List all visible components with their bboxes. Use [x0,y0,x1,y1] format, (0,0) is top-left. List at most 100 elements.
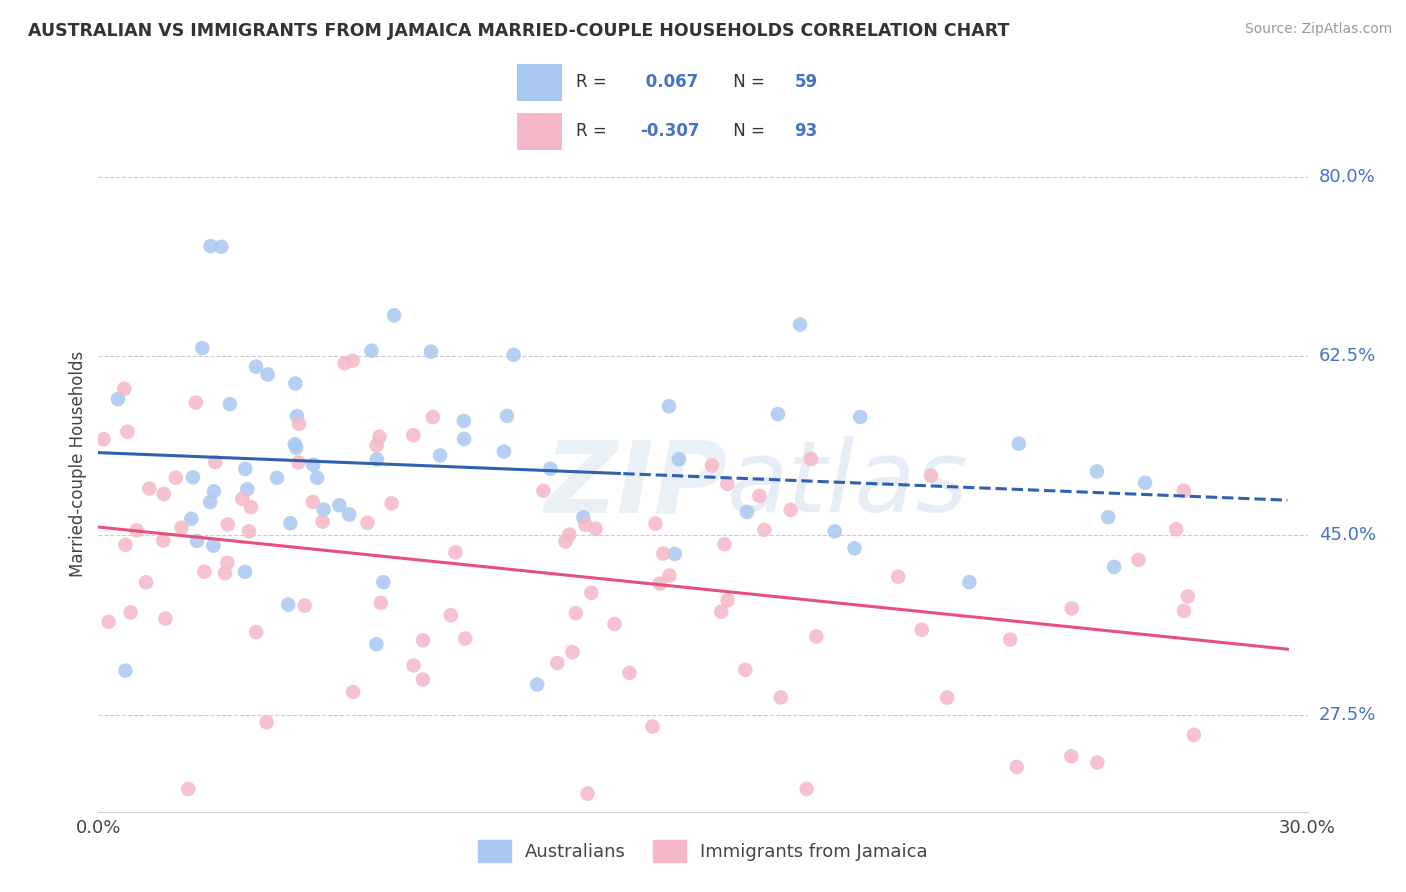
Point [233,462,256,476]
Point [558,527,581,541]
Point [402,658,425,673]
Point [412,673,434,687]
Point [333,356,356,370]
Point [502,348,524,362]
Point [766,407,789,421]
Point [644,516,666,531]
Point [342,685,364,699]
Point [366,438,388,452]
Point [184,395,207,409]
Point [218,397,240,411]
Point [356,516,378,530]
Point [1102,560,1125,574]
Point [269,836,291,850]
Point [373,575,395,590]
Point [135,575,157,590]
Point [1128,553,1150,567]
Point [198,495,221,509]
Point [266,471,288,485]
Point [920,468,942,483]
Point [170,521,193,535]
Point [1173,483,1195,498]
Point [240,500,263,515]
Point [585,522,607,536]
Point [581,586,603,600]
Text: 45.0%: 45.0% [1319,526,1376,544]
Point [337,508,360,522]
Text: 27.5%: 27.5% [1319,706,1376,723]
Point [217,517,239,532]
Point [193,565,215,579]
Text: -0.307: -0.307 [640,121,699,139]
Point [180,512,202,526]
Point [735,505,758,519]
Point [114,538,136,552]
Point [1097,510,1119,524]
Point [1060,601,1083,615]
Point [957,575,980,590]
Point [754,523,776,537]
Point [554,534,576,549]
Point [572,510,595,524]
Point [911,623,934,637]
Point [844,541,866,556]
Point [381,496,404,510]
Point [191,341,214,355]
Point [1133,475,1156,490]
Point [652,547,675,561]
Point [256,368,278,382]
Point [280,516,302,531]
Point [302,458,325,472]
Point [664,547,686,561]
Point [360,343,382,358]
Point [231,491,253,506]
Point [1177,590,1199,604]
Text: 0.067: 0.067 [640,73,697,91]
Point [165,471,187,485]
Point [1182,728,1205,742]
Text: 62.5%: 62.5% [1319,347,1376,366]
Point [576,787,599,801]
Point [531,483,554,498]
FancyBboxPatch shape [517,113,562,150]
Point [312,502,335,516]
Point [202,484,225,499]
Point [117,425,139,439]
Point [294,599,316,613]
Point [748,489,770,503]
Text: Source: ZipAtlas.com: Source: ZipAtlas.com [1244,22,1392,37]
Point [284,437,307,451]
Point [285,409,308,424]
Point [734,663,756,677]
Point [574,517,596,532]
Point [368,430,391,444]
Text: N =: N = [728,121,769,139]
Text: R =: R = [576,121,613,139]
Point [789,318,811,332]
Point [454,632,477,646]
Point [301,495,323,509]
Point [1085,756,1108,770]
Point [936,690,959,705]
Point [152,533,174,548]
Point [887,570,910,584]
Point [256,715,278,730]
Point [114,664,136,678]
Point [214,566,236,581]
Point [444,545,467,559]
Point [412,633,434,648]
Point [700,458,723,473]
Point [277,598,299,612]
Text: 93: 93 [794,121,818,139]
Point [177,782,200,797]
Point [641,719,664,733]
Point [186,533,208,548]
Point [603,617,626,632]
Point [453,432,475,446]
Point [245,359,267,374]
Point [152,487,174,501]
Point [202,539,225,553]
Point [1166,522,1188,536]
Point [287,455,309,469]
Point [849,409,872,424]
